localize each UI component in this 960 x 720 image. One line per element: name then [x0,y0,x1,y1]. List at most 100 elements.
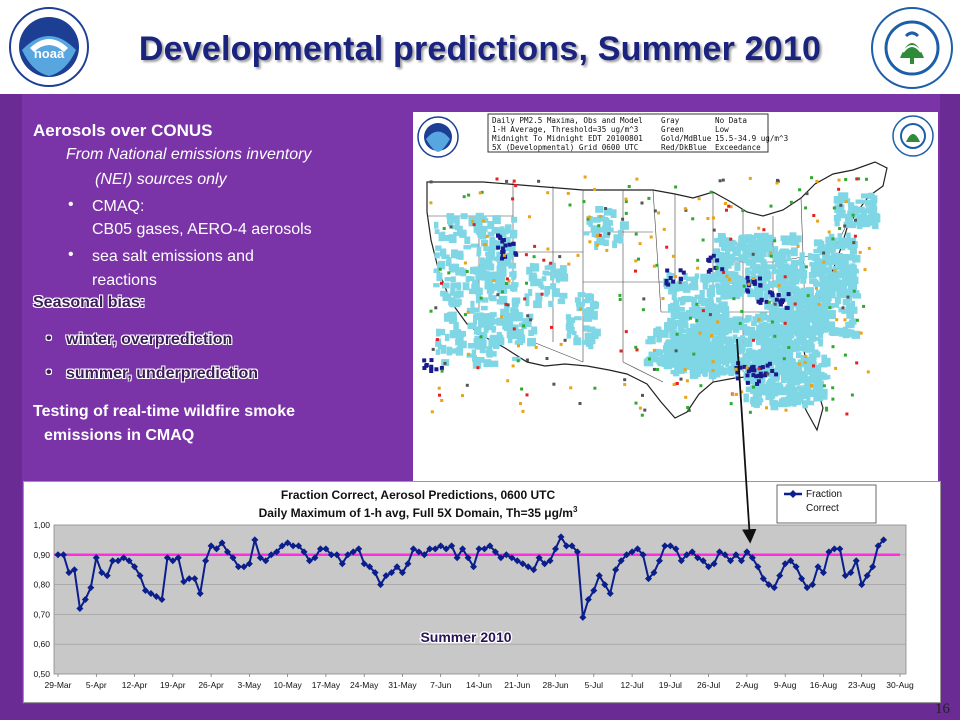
exceed-cell [749,368,754,373]
map-legend-key: Red/DkBlue [661,143,707,152]
series-point [765,581,773,589]
series-point [229,554,237,562]
series-point [562,542,570,550]
cmaq-line-1: CMAQ: [92,198,145,215]
model-cell [575,301,585,307]
model-cell [872,195,878,204]
series-point [415,548,423,556]
model-cell [743,284,752,293]
model-cell [797,359,807,368]
series-point [125,557,133,565]
obs-marker [624,200,628,204]
obs-marker [683,367,687,371]
series-point [655,557,663,565]
model-cell [773,246,779,254]
obs-marker [430,410,434,414]
series-point [672,545,680,553]
obs-marker [638,242,642,246]
series-point [606,590,614,598]
model-cell [728,285,733,291]
series-point [404,560,412,568]
series-point [169,557,177,565]
series-point [426,545,434,553]
model-cell [694,294,700,300]
obs-marker [718,179,722,183]
obs-marker [546,247,550,251]
model-cell [475,212,484,217]
model-cell [602,218,610,227]
model-cell [508,324,515,330]
model-cell [705,304,710,310]
model-cell [566,322,574,329]
obs-marker [605,248,609,252]
model-cell [840,292,846,299]
obs-marker [846,295,850,299]
model-cell [491,326,496,333]
model-cell [831,327,840,335]
model-cell [850,318,857,325]
model-cell [480,272,488,280]
obs-marker [770,320,774,324]
obs-marker [566,191,570,195]
model-cell [500,308,506,316]
model-cell [761,259,767,264]
obs-marker [831,237,835,241]
obs-marker [568,203,572,207]
obs-marker [851,213,855,217]
series-point [316,545,324,553]
model-cell [532,330,538,335]
series-point [459,545,467,553]
model-cell [527,313,534,321]
series-point [541,560,549,568]
x-tick-label: 26-Jul [697,680,720,690]
obs-marker [496,293,500,297]
model-cell [695,312,705,319]
obs-marker [640,413,644,417]
exceed-cell [429,358,434,363]
model-cell [759,267,767,272]
model-cell [679,282,689,290]
x-tick-label: 17-May [312,680,341,690]
obs-marker [752,338,755,342]
model-cell [503,236,511,246]
model-cell [756,338,761,346]
obs-marker [434,306,438,310]
model-cell [797,330,803,338]
model-cell [744,234,753,244]
model-cell [828,233,835,240]
model-cell [805,358,815,364]
series-point [141,587,149,595]
obs-marker [725,208,728,212]
model-cell [814,326,824,335]
series-point [502,551,510,559]
obs-marker [436,338,439,342]
model-cell [505,224,512,233]
obs-marker [472,223,476,227]
model-cell [486,263,495,271]
model-cell [659,349,664,356]
model-cell [745,315,752,322]
model-cell [778,315,787,321]
model-cell [487,246,495,253]
model-cell [476,357,485,363]
obs-marker [822,384,826,388]
model-cell [834,220,840,227]
series-point [847,569,855,577]
model-cell [759,312,768,321]
obs-marker [514,184,518,188]
model-cell [799,316,807,322]
model-cell [678,369,685,374]
model-cell [477,229,483,238]
model-cell [779,365,787,375]
model-cell [745,261,752,266]
model-cell [807,362,816,370]
model-cell [795,378,800,385]
bullet-dot-icon: • [46,330,52,347]
model-cell [790,366,796,375]
model-cell [681,319,688,324]
model-cell [503,244,511,252]
obs-marker [467,193,471,197]
exceed-cell [666,282,671,287]
model-cell [434,229,440,235]
model-cell [524,293,530,298]
